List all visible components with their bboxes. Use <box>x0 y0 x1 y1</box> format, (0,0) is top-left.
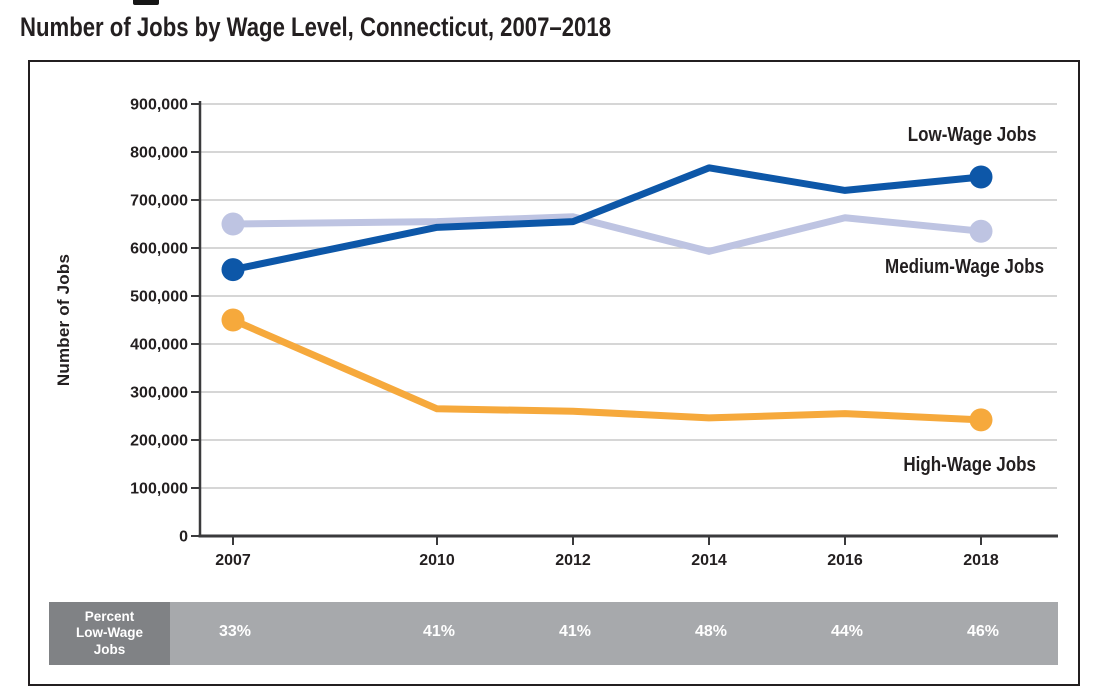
y-tick-label: 100,000 <box>130 481 188 498</box>
percent-low-wage-value-2014: 48% <box>694 623 728 640</box>
y-tick-label: 700,000 <box>130 193 188 210</box>
series-label-medium-wage-jobs: Medium-Wage Jobs <box>884 256 1044 278</box>
percent-low-wage-value-2010: 41% <box>422 623 456 640</box>
figure-frame: 0 100,000 200,000 300,000 400,000 500,000 600,… <box>28 60 1080 686</box>
series-label-high-wage-jobs: High-Wage Jobs <box>903 454 1036 476</box>
y-tick-label: 600,000 <box>130 241 188 258</box>
x-tick-label: 2010 <box>419 552 455 569</box>
x-tick-label: 2012 <box>555 552 591 569</box>
y-tick-label: 200,000 <box>130 433 188 450</box>
line-chart: 0 100,000 200,000 300,000 400,000 500,000 600,… <box>130 97 1058 569</box>
y-tick-label: 800,000 <box>130 145 188 162</box>
x-tick-label: 2018 <box>963 552 999 569</box>
percent-low-wage-row-label: Percent Low-Wage Jobs <box>49 602 170 665</box>
percent-low-wage-value-2016: 44% <box>830 623 864 640</box>
y-tick-label: 400,000 <box>130 337 188 354</box>
endpoint-dot-low-wage-jobs <box>221 258 245 282</box>
series-line-high-wage-jobs <box>231 316 982 424</box>
endpoint-dot-high-wage-jobs <box>969 408 993 432</box>
y-tick-label: 900,000 <box>130 97 188 114</box>
y-axis-title: Number of Jobs <box>54 253 73 387</box>
percent-low-wage-value-2007: 33% <box>218 623 252 640</box>
percent-label-line-1: Percent <box>84 608 135 624</box>
chart-title: Number of Jobs by Wage Level, Connecticu… <box>20 12 612 42</box>
series-line-medium-wage-jobs <box>232 213 982 255</box>
y-tick-label: 300,000 <box>130 385 188 402</box>
endpoint-dot-low-wage-jobs <box>969 165 993 189</box>
x-tick-label: 2014 <box>691 552 727 569</box>
percent-row-bar <box>170 602 1058 665</box>
y-tick-label: 0 <box>179 529 188 546</box>
percent-label-line-2: Low-Wage <box>76 625 143 641</box>
endpoint-dot-high-wage-jobs <box>221 308 245 332</box>
x-tick-label: 2016 <box>827 552 863 569</box>
series-label-low-wage-jobs: Low-Wage Jobs <box>907 124 1036 146</box>
percent-low-wage-value-2018: 46% <box>966 623 1000 640</box>
endpoint-dot-medium-wage-jobs <box>969 219 993 243</box>
endpoint-dot-medium-wage-jobs <box>221 212 245 236</box>
y-tick-label: 500,000 <box>130 289 188 306</box>
percent-label-line-3: Jobs <box>93 641 126 657</box>
percent-low-wage-value-2012: 41% <box>558 623 592 640</box>
x-tick-label: 2007 <box>215 552 251 569</box>
cropped-heading-remnant <box>133 0 159 5</box>
series-line-low-wage-jobs <box>232 164 982 274</box>
